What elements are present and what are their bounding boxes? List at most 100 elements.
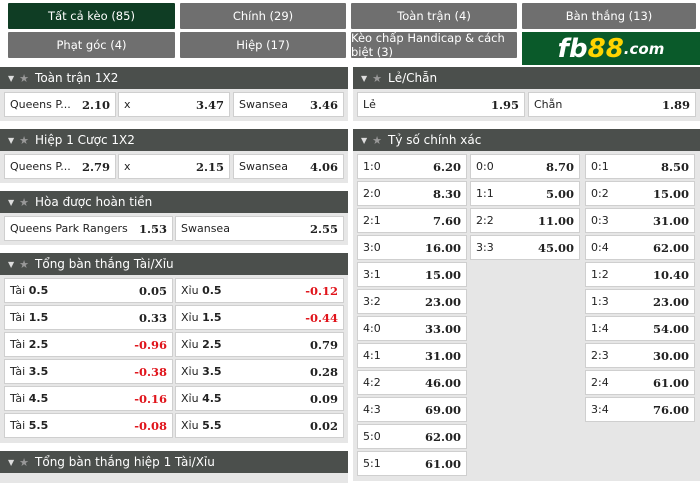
tab-2[interactable]: Toàn trận (4) [351, 3, 517, 29]
section-header-full_1x2[interactable]: ▼ ★ Toàn trận 1X2 [0, 67, 348, 89]
odds-cell[interactable]: 4:1 31.00 [357, 343, 467, 368]
section-title: Lẻ/Chẵn [388, 71, 438, 85]
section-header-odd_even[interactable]: ▼ ★ Lẻ/Chẵn [353, 67, 700, 89]
odds-cell[interactable]: 2:3 30.00 [585, 343, 695, 368]
odds-cell[interactable]: Swansea 2.55 [175, 216, 344, 241]
star-icon[interactable]: ★ [19, 455, 30, 469]
odds-cell[interactable]: Xỉu 1.5 -0.44 [175, 305, 344, 330]
outcome-name: 5:1 [363, 457, 381, 470]
odds-cell[interactable]: Tài 2.5 -0.96 [4, 332, 173, 357]
odds-cell[interactable]: Queens Park Rangers 1.53 [4, 216, 173, 241]
star-icon[interactable]: ★ [19, 133, 30, 147]
section-header-draw_no_bet[interactable]: ▼ ★ Hòa được hoàn tiền [0, 191, 348, 213]
odds-cell[interactable]: Tài 1.5 0.33 [4, 305, 173, 330]
outcome-label: 4:0 [363, 322, 381, 335]
odds-cell[interactable]: Swansea 3.46 [233, 92, 344, 117]
odds-cell[interactable]: Xỉu 5.5 0.02 [175, 413, 344, 438]
odds-cell[interactable]: 1:4 54.00 [585, 316, 695, 341]
odds-cell[interactable]: Xỉu 2.5 0.79 [175, 332, 344, 357]
odds-value: 76.00 [652, 402, 689, 417]
collapse-arrow-icon[interactable]: ▼ [8, 73, 15, 83]
odds-value: 8.30 [432, 186, 461, 201]
odds-value: 1.53 [138, 221, 167, 236]
odds-cell[interactable]: 2:2 11.00 [470, 208, 580, 233]
collapse-arrow-icon[interactable]: ▼ [8, 197, 15, 207]
star-icon[interactable]: ★ [19, 195, 30, 209]
odds-cell[interactable]: 2:4 61.00 [585, 370, 695, 395]
odds-cell[interactable]: 2:1 7.60 [357, 208, 467, 233]
outcome-name: 1:3 [591, 295, 609, 308]
collapse-arrow-icon[interactable]: ▼ [8, 135, 15, 145]
odds-cell[interactable]: Xỉu 3.5 0.28 [175, 359, 344, 384]
outcome-label: 2:1 [363, 214, 381, 227]
odds-cell[interactable]: 4:3 69.00 [357, 397, 467, 422]
star-icon[interactable]: ★ [19, 71, 30, 85]
section-header-half1_1x2[interactable]: ▼ ★ Hiệp 1 Cược 1X2 [0, 129, 348, 151]
odds-cell[interactable]: 5:1 61.00 [357, 451, 467, 476]
outcome-label: 3:0 [363, 241, 381, 254]
odds-cell[interactable]: 0:4 62.00 [585, 235, 695, 260]
outcome-label: Swansea [239, 98, 288, 111]
odds-cell[interactable]: 4:2 46.00 [357, 370, 467, 395]
collapse-arrow-icon[interactable]: ▼ [8, 457, 15, 467]
section-header-over_under[interactable]: ▼ ★ Tổng bàn thắng Tài/Xỉu [0, 253, 348, 275]
odds-cell[interactable]: Queens P... 2.10 [4, 92, 116, 117]
fb88-logo[interactable]: fb 88 .com [522, 32, 700, 65]
collapse-arrow-icon[interactable]: ▼ [8, 259, 15, 269]
odds-cell[interactable]: 0:1 8.50 [585, 154, 695, 179]
odds-cell[interactable]: 0:0 8.70 [470, 154, 580, 179]
tab-4[interactable]: Phạt góc (4) [8, 32, 175, 58]
odds-cell[interactable]: Xỉu 0.5 -0.12 [175, 278, 344, 303]
collapse-arrow-icon[interactable]: ▼ [361, 135, 368, 145]
odds-cell[interactable]: 1:2 10.40 [585, 262, 695, 287]
outcome-label: Tài 3.5 [10, 365, 48, 378]
tab-5[interactable]: Hiệp (17) [180, 32, 346, 58]
odds-cell[interactable]: Lẻ 1.95 [357, 92, 525, 117]
odds-cell[interactable]: 1:3 23.00 [585, 289, 695, 314]
odds-cell[interactable]: Tài 5.5 -0.08 [4, 413, 173, 438]
odds-cell[interactable]: 3:3 45.00 [470, 235, 580, 260]
odds-cell[interactable]: 3:0 16.00 [357, 235, 467, 260]
odds-cell[interactable]: 3:1 15.00 [357, 262, 467, 287]
odds-cell[interactable]: 1:0 6.20 [357, 154, 467, 179]
tab-0[interactable]: Tất cả kèo (85) [8, 3, 175, 29]
odds-cell[interactable]: Tài 3.5 -0.38 [4, 359, 173, 384]
odds-cell[interactable]: Tài 4.5 -0.16 [4, 386, 173, 411]
odds-cell[interactable]: x 2.15 [118, 154, 230, 179]
odds-cell[interactable]: Tài 0.5 0.05 [4, 278, 173, 303]
odds-value: 62.00 [652, 240, 689, 255]
odds-cell[interactable]: 0:3 31.00 [585, 208, 695, 233]
odds-cell[interactable]: x 3.47 [118, 92, 230, 117]
odds-cell[interactable]: Swansea 4.06 [233, 154, 344, 179]
collapse-arrow-icon[interactable]: ▼ [361, 73, 368, 83]
odds-value: -0.44 [305, 310, 338, 325]
outcome-label: 3:3 [476, 241, 494, 254]
star-icon[interactable]: ★ [372, 71, 383, 85]
tab-1[interactable]: Chính (29) [180, 3, 346, 29]
outcome-name: 2:2 [476, 214, 494, 227]
star-icon[interactable]: ★ [372, 133, 383, 147]
odds-cell[interactable]: Xỉu 4.5 0.09 [175, 386, 344, 411]
outcome-label: 1:0 [363, 160, 381, 173]
odds-value: -0.12 [305, 283, 338, 298]
odds-cell[interactable]: 0:2 15.00 [585, 181, 695, 206]
outcome-label: Swansea [181, 222, 230, 235]
outcome-label: Tài 0.5 [10, 284, 48, 297]
odds-cell[interactable]: Chẵn 1.89 [528, 92, 696, 117]
tab-6[interactable]: Kèo chấp Handicap & cách biệt (3) [351, 31, 517, 59]
star-icon[interactable]: ★ [19, 257, 30, 271]
odds-value: 2.10 [81, 97, 110, 112]
odds-cell[interactable]: 1:1 5.00 [470, 181, 580, 206]
section-header-correct_score[interactable]: ▼ ★ Tỷ số chính xác [353, 129, 700, 151]
odds-cell[interactable]: 5:0 62.00 [357, 424, 467, 449]
outcome-label: Xỉu 5.5 [181, 419, 222, 432]
odds-cell[interactable]: Queens P... 2.79 [4, 154, 116, 179]
tab-3[interactable]: Bàn thắng (13) [522, 3, 696, 29]
outcome-label: 1:1 [476, 187, 494, 200]
odds-cell[interactable]: 3:2 23.00 [357, 289, 467, 314]
odds-cell[interactable]: 4:0 33.00 [357, 316, 467, 341]
outcome-name: Tài [10, 338, 26, 351]
odds-cell[interactable]: 2:0 8.30 [357, 181, 467, 206]
section-header-half1_over_under[interactable]: ▼ ★ Tổng bàn thắng hiệp 1 Tài/Xỉu [0, 451, 348, 473]
odds-cell[interactable]: 3:4 76.00 [585, 397, 695, 422]
